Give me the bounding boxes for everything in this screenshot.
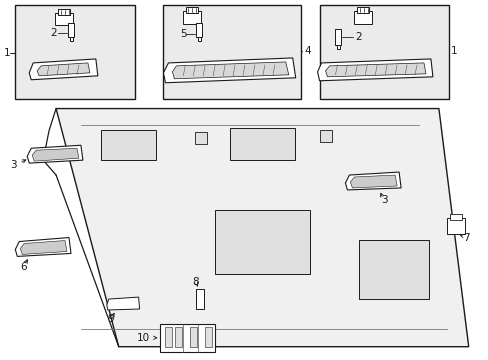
Text: 10: 10 [137, 333, 150, 343]
Polygon shape [37, 63, 90, 76]
Bar [186, 7, 198, 13]
Bar [160, 324, 215, 352]
Bar [359, 239, 428, 299]
Bar [357, 7, 368, 13]
Bar [70, 37, 73, 41]
Bar [215, 210, 309, 274]
Polygon shape [325, 63, 425, 77]
Bar [163, 5, 300, 99]
Polygon shape [106, 297, 139, 310]
Bar [183, 11, 201, 24]
Bar [196, 23, 202, 37]
Bar [165, 327, 172, 347]
Polygon shape [27, 145, 83, 163]
Text: 7: 7 [463, 233, 469, 243]
Text: 2: 2 [50, 28, 56, 38]
Bar [319, 5, 448, 99]
Bar [205, 327, 212, 347]
Bar [198, 37, 201, 41]
Bar [175, 327, 182, 347]
Text: 9: 9 [107, 314, 114, 324]
Text: 3: 3 [380, 195, 386, 205]
Polygon shape [56, 109, 468, 347]
Text: 1: 1 [4, 48, 11, 58]
Bar [337, 45, 340, 49]
Text: 2: 2 [354, 32, 361, 42]
Polygon shape [32, 148, 79, 161]
Polygon shape [345, 172, 400, 190]
Polygon shape [350, 175, 396, 188]
Text: 3: 3 [10, 160, 17, 170]
Bar [195, 132, 207, 144]
Text: 1: 1 [449, 46, 456, 56]
Polygon shape [172, 62, 288, 79]
Bar [58, 9, 70, 15]
Polygon shape [163, 58, 295, 83]
Bar [449, 214, 461, 220]
Bar [190, 327, 197, 347]
Bar [68, 23, 74, 37]
Bar [335, 29, 341, 45]
Polygon shape [20, 240, 67, 255]
Polygon shape [317, 59, 432, 81]
Polygon shape [29, 59, 98, 80]
Bar [446, 218, 464, 234]
Bar [196, 289, 204, 309]
Bar [101, 130, 155, 160]
Bar [55, 13, 73, 25]
Text: 4: 4 [304, 46, 310, 56]
Bar [15, 5, 134, 99]
Bar [354, 11, 371, 24]
Polygon shape [15, 238, 71, 256]
Bar [319, 130, 331, 142]
Bar [230, 129, 294, 160]
Text: 6: 6 [20, 262, 26, 272]
Text: 5: 5 [180, 29, 186, 39]
Text: 8: 8 [192, 277, 198, 287]
